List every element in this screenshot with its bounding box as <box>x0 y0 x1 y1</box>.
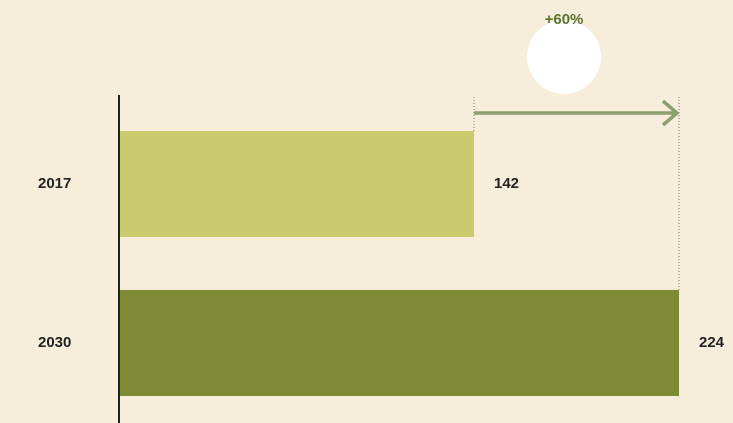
value-label: 224 <box>699 334 725 351</box>
value-label: 142 <box>494 175 519 192</box>
arrow-head <box>661 99 680 127</box>
annotation-circle <box>527 20 601 94</box>
category-label: 2030 <box>38 334 71 351</box>
annotation: +60% <box>545 11 584 28</box>
category-label: 2017 <box>38 175 71 192</box>
bar <box>119 131 474 237</box>
bar <box>119 290 679 396</box>
